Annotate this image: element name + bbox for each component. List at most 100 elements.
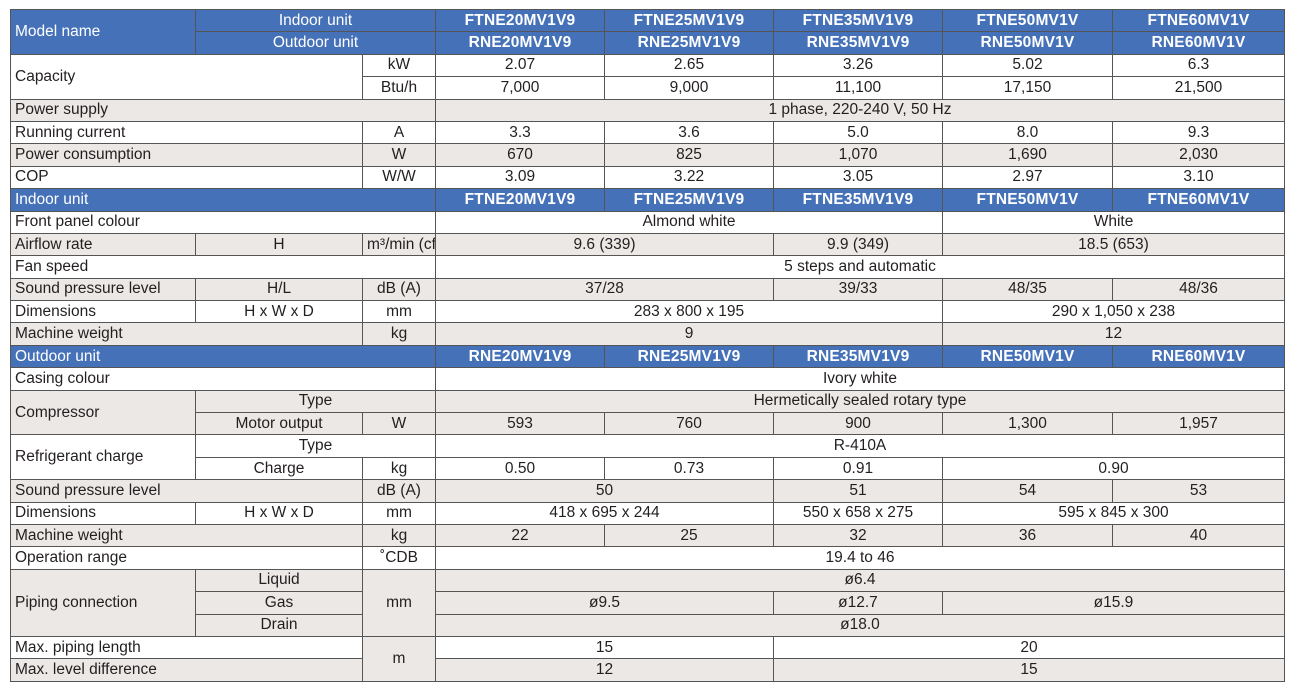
refrigerant-charge-value: 0.91	[773, 456, 943, 481]
indoor-dimensions-sub: H x W x D	[195, 300, 363, 324]
capacity-kw-value: 6.3	[1112, 53, 1285, 78]
motor-output-unit: W	[362, 412, 436, 436]
piping-liquid-value: ø6.4	[435, 568, 1285, 593]
cop-value: 3.10	[1112, 165, 1285, 190]
outdoor-sound-pressure-row: Sound pressure level dB (A) 50 51 54 53	[10, 479, 1285, 503]
power-supply-row: Power supply 1 phase, 220-240 V, 50 Hz	[10, 98, 1285, 122]
fan-speed-label: Fan speed	[10, 255, 436, 279]
indoor-weight-value: 12	[942, 322, 1285, 346]
compressor-label: Compressor	[10, 389, 196, 436]
indoor-sound-pressure-sub: H/L	[195, 277, 363, 302]
specification-table: Model name Indoor unit FTNE20MV1V9 FTNE2…	[10, 8, 1285, 682]
capacity-btu-value: 17,150	[942, 76, 1113, 100]
running-current-value: 3.3	[435, 120, 605, 145]
indoor-model-5: FTNE60MV1V	[1112, 8, 1285, 33]
refrigerant-type-label: Type	[195, 434, 436, 458]
front-panel-colour-label: Front panel colour	[10, 210, 436, 234]
piping-gas-value: ø12.7	[773, 591, 943, 615]
piping-gas-label: Gas	[195, 591, 363, 615]
outdoor-model-2: RNE25MV1V9	[604, 31, 774, 55]
piping-gas-row: Gas ø9.5 ø12.7 ø15.9	[11, 591, 1285, 615]
indoor-weight-row: Machine weight kg 9 12	[10, 322, 1285, 346]
outdoor-weight-value: 25	[604, 523, 774, 548]
casing-colour-label: Casing colour	[10, 367, 436, 391]
power-consumption-row: Power consumption W 670 825 1,070 1,690 …	[10, 143, 1285, 167]
airflow-rate-value: 9.9 (349)	[773, 232, 943, 257]
piping-connection-label: Piping connection	[10, 568, 196, 637]
outdoor-weight-label: Machine weight	[10, 523, 363, 548]
outdoor-dimensions-row: Dimensions H x W x D mm 418 x 695 x 244 …	[10, 501, 1285, 525]
running-current-value: 9.3	[1112, 120, 1285, 145]
outdoor-sound-pressure-unit: dB (A)	[362, 479, 436, 503]
indoor-dimensions-label: Dimensions	[10, 300, 196, 324]
cop-value: 3.22	[604, 165, 774, 190]
compressor-type-value: Hermetically sealed rotary type	[435, 389, 1285, 414]
outdoor-section-model: RNE50MV1V	[942, 344, 1113, 369]
power-supply-label: Power supply	[10, 98, 436, 122]
power-consumption-value: 1,070	[773, 143, 943, 167]
refrigerant-charge-value: 0.50	[435, 456, 605, 481]
indoor-dimensions-row: Dimensions H x W x D mm 283 x 800 x 195 …	[10, 300, 1285, 324]
compressor-type-label: Type	[195, 389, 436, 414]
model-name-label: Model name	[10, 9, 196, 55]
outdoor-dimensions-sub: H x W x D	[195, 501, 363, 525]
max-piping-length-label: Max. piping length	[10, 635, 363, 660]
compressor-type-row: Compressor Type Hermetically sealed rota…	[10, 389, 1285, 436]
max-piping-length-row: Max. piping length m 15 20	[10, 635, 1285, 682]
indoor-unit-header: Indoor unit	[195, 8, 436, 33]
capacity-btu-value: 7,000	[435, 76, 605, 100]
outdoor-weight-value: 32	[773, 523, 943, 548]
indoor-section-model: FTNE50MV1V	[942, 188, 1113, 212]
capacity-kw-value: 2.07	[435, 53, 605, 78]
outdoor-sound-pressure-value: 54	[942, 479, 1113, 503]
piping-liquid-label: Liquid	[195, 568, 363, 593]
capacity-unit-btu: Btu/h	[362, 76, 436, 100]
indoor-sound-pressure-value: 48/36	[1112, 277, 1285, 302]
power-consumption-label: Power consumption	[10, 143, 363, 167]
outdoor-model-5: RNE60MV1V	[1112, 31, 1285, 55]
operation-range-label: Operation range	[10, 546, 363, 570]
fan-speed-value: 5 steps and automatic	[435, 255, 1285, 279]
outdoor-dimensions-label: Dimensions	[10, 501, 196, 525]
capacity-kw-value: 2.65	[604, 53, 774, 78]
casing-colour-value: Ivory white	[435, 367, 1285, 391]
airflow-rate-sub: H	[195, 232, 363, 257]
motor-output-value: 593	[435, 412, 605, 436]
piping-drain-label: Drain	[195, 613, 363, 637]
front-panel-colour-value: White	[942, 210, 1285, 234]
cop-row: COP W/W 3.09 3.22 3.05 2.97 3.10	[10, 165, 1285, 190]
outdoor-sound-pressure-value: 50	[435, 479, 774, 503]
front-panel-colour-value: Almond white	[435, 210, 943, 234]
front-panel-colour-row: Front panel colour Almond white White	[10, 210, 1285, 234]
running-current-unit: A	[362, 120, 436, 145]
indoor-section-model: FTNE20MV1V9	[435, 188, 605, 212]
indoor-model-3: FTNE35MV1V9	[773, 8, 943, 33]
airflow-rate-label: Airflow rate	[10, 232, 196, 257]
refrigerant-charge-value: 0.73	[604, 456, 774, 481]
indoor-section-model: FTNE60MV1V	[1112, 188, 1285, 212]
outdoor-section-model: RNE25MV1V9	[604, 344, 774, 369]
indoor-section-model: FTNE25MV1V9	[604, 188, 774, 212]
operation-range-unit: ˚CDB	[362, 546, 436, 570]
refrigerant-charge-value: 0.90	[942, 456, 1285, 481]
airflow-rate-unit: m³/min (cfm)	[362, 232, 436, 257]
power-supply-value: 1 phase, 220-240 V, 50 Hz	[435, 98, 1285, 122]
outdoor-dimensions-unit: mm	[362, 501, 436, 525]
power-consumption-value: 825	[604, 143, 774, 167]
outdoor-weight-unit: kg	[362, 523, 436, 548]
indoor-section-model: FTNE35MV1V9	[773, 188, 943, 212]
indoor-sound-pressure-unit: dB (A)	[362, 277, 436, 302]
piping-gas-value: ø15.9	[942, 591, 1285, 615]
outdoor-model-4: RNE50MV1V	[942, 31, 1113, 55]
airflow-rate-value: 9.6 (339)	[435, 232, 774, 257]
indoor-sound-pressure-row: Sound pressure level H/L dB (A) 37/28 39…	[10, 277, 1285, 302]
indoor-section-header: Indoor unit FTNE20MV1V9 FTNE25MV1V9 FTNE…	[10, 188, 1285, 212]
piping-liquid-row: Piping connection Liquid mm ø6.4	[10, 568, 1285, 637]
capacity-kw-value: 5.02	[942, 53, 1113, 78]
indoor-model-1: FTNE20MV1V9	[435, 8, 605, 33]
cop-value: 3.09	[435, 165, 605, 190]
capacity-row-kw: Capacity kW 2.07 2.65 3.26 5.02 6.3	[10, 53, 1285, 100]
outdoor-section-label: Outdoor unit	[10, 344, 436, 369]
cop-value: 3.05	[773, 165, 943, 190]
piping-drain-value: ø18.0	[435, 613, 1285, 637]
